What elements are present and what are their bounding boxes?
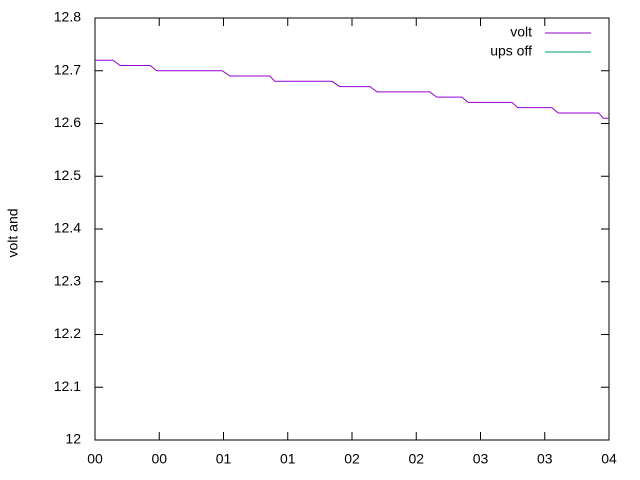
y-tick-label: 12.4 xyxy=(54,220,81,236)
x-tick-label: 01 xyxy=(280,451,296,467)
y-tick-label: 12.7 xyxy=(54,61,81,77)
legend-label: ups off xyxy=(490,43,532,59)
x-tick-label: 02 xyxy=(408,451,424,467)
x-tick-label: 03 xyxy=(473,451,489,467)
y-tick-label: 12.8 xyxy=(54,9,81,25)
y-tick-label: 12.1 xyxy=(54,378,81,394)
x-tick-label: 02 xyxy=(344,451,360,467)
plot-border xyxy=(94,17,610,441)
x-tick-label: 03 xyxy=(537,451,553,467)
series-line xyxy=(95,59,609,119)
y-tick-label: 12 xyxy=(65,431,81,447)
y-tick-label: 12.6 xyxy=(54,114,81,130)
x-tick-label: 00 xyxy=(87,451,103,467)
legend-label: volt xyxy=(510,24,532,40)
x-tick-label: 00 xyxy=(151,451,167,467)
y-tick-label: 12.5 xyxy=(54,167,81,183)
x-tick-label: 01 xyxy=(216,451,232,467)
y-tick-label: 12.2 xyxy=(54,325,81,341)
y-tick-label: 12.3 xyxy=(54,272,81,288)
y-axis-label: volt and xyxy=(5,208,21,257)
x-tick-label: 04 xyxy=(601,451,617,467)
